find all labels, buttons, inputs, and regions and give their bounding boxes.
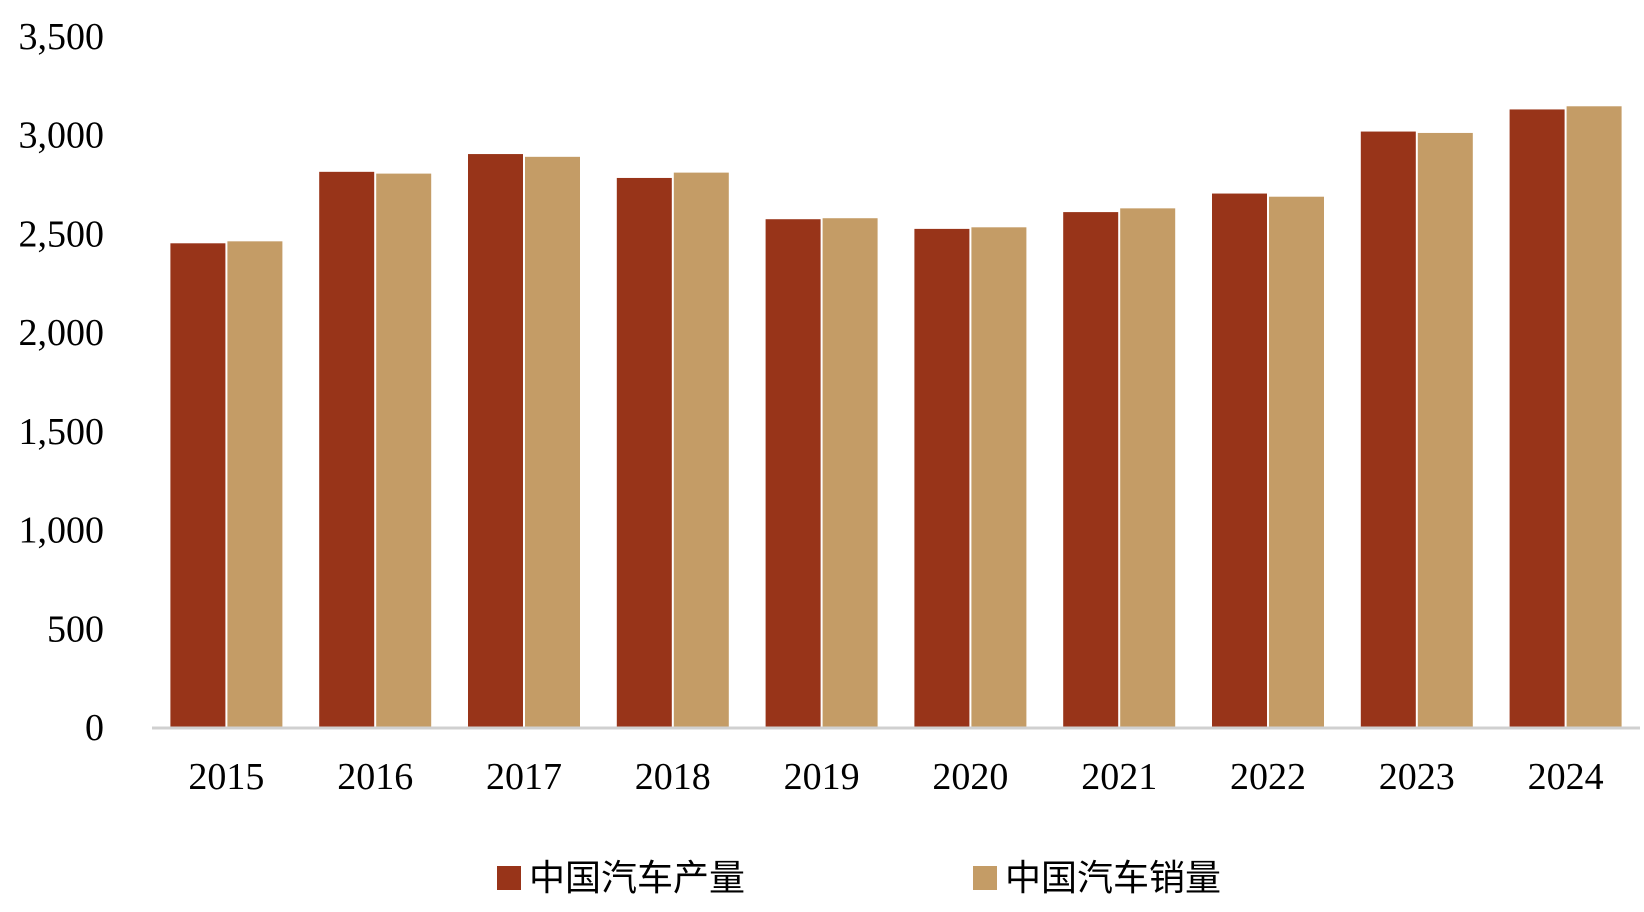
bar-sales-2023 bbox=[1417, 132, 1473, 727]
bar-production-2018 bbox=[616, 177, 672, 727]
bar-production-2021 bbox=[1063, 212, 1119, 727]
bars bbox=[170, 106, 1622, 728]
bar-sales-2015 bbox=[227, 241, 283, 727]
legend-label-sales: 中国汽车销量 bbox=[1005, 858, 1221, 899]
y-tick-label: 0 bbox=[85, 707, 104, 749]
x-tick-label: 2022 bbox=[1230, 756, 1306, 798]
bar-sales-2019 bbox=[822, 218, 878, 728]
y-tick-label: 3,500 bbox=[19, 16, 105, 58]
bar-production-2019 bbox=[765, 219, 821, 727]
bar-sales-2016 bbox=[376, 173, 432, 727]
legend: 中国汽车产量 中国汽车销量 bbox=[497, 858, 1221, 899]
x-tick-label: 2023 bbox=[1379, 756, 1455, 798]
y-tick-label: 3,000 bbox=[19, 115, 105, 157]
legend-swatch-production bbox=[497, 866, 521, 890]
bar-production-2023 bbox=[1360, 131, 1416, 728]
x-tick-label: 2015 bbox=[188, 756, 264, 798]
x-tick-label: 2021 bbox=[1081, 756, 1157, 798]
bar-sales-2021 bbox=[1120, 208, 1176, 727]
legend-swatch-sales bbox=[973, 866, 997, 890]
x-tick-label: 2024 bbox=[1528, 756, 1604, 798]
y-tick-label: 1,500 bbox=[19, 411, 105, 453]
bar-production-2017 bbox=[468, 154, 523, 728]
legend-item-production: 中国汽车产量 bbox=[497, 858, 745, 899]
y-tick-label: 2,000 bbox=[19, 312, 105, 354]
y-tick-label: 2,500 bbox=[19, 213, 105, 255]
x-tick-label: 2018 bbox=[635, 756, 711, 798]
bar-sales-2020 bbox=[971, 227, 1027, 727]
bar-sales-2024 bbox=[1566, 106, 1622, 728]
y-axis: 0 500 1,000 1,500 2,000 2,500 3,000 3,500 bbox=[19, 16, 105, 749]
legend-item-sales: 中国汽车销量 bbox=[973, 858, 1221, 899]
bar-production-2024 bbox=[1509, 109, 1565, 728]
bar-sales-2018 bbox=[673, 172, 729, 727]
x-tick-label: 2016 bbox=[337, 756, 413, 798]
x-axis: 2015 2016 2017 2018 2019 2020 2021 2022 2023 2024 bbox=[188, 756, 1603, 798]
bar-production-2022 bbox=[1212, 193, 1267, 728]
bar-sales-2017 bbox=[525, 156, 580, 727]
y-tick-label: 500 bbox=[47, 608, 104, 650]
bar-production-2016 bbox=[319, 171, 375, 727]
legend-label-production: 中国汽车产量 bbox=[529, 858, 745, 899]
y-tick-label: 1,000 bbox=[19, 510, 105, 552]
bar-production-2020 bbox=[914, 228, 970, 728]
bar-sales-2022 bbox=[1269, 196, 1324, 728]
x-tick-label: 2019 bbox=[784, 756, 860, 798]
x-tick-label: 2017 bbox=[486, 756, 562, 798]
bar-production-2015 bbox=[170, 243, 226, 728]
x-tick-label: 2020 bbox=[932, 756, 1008, 798]
